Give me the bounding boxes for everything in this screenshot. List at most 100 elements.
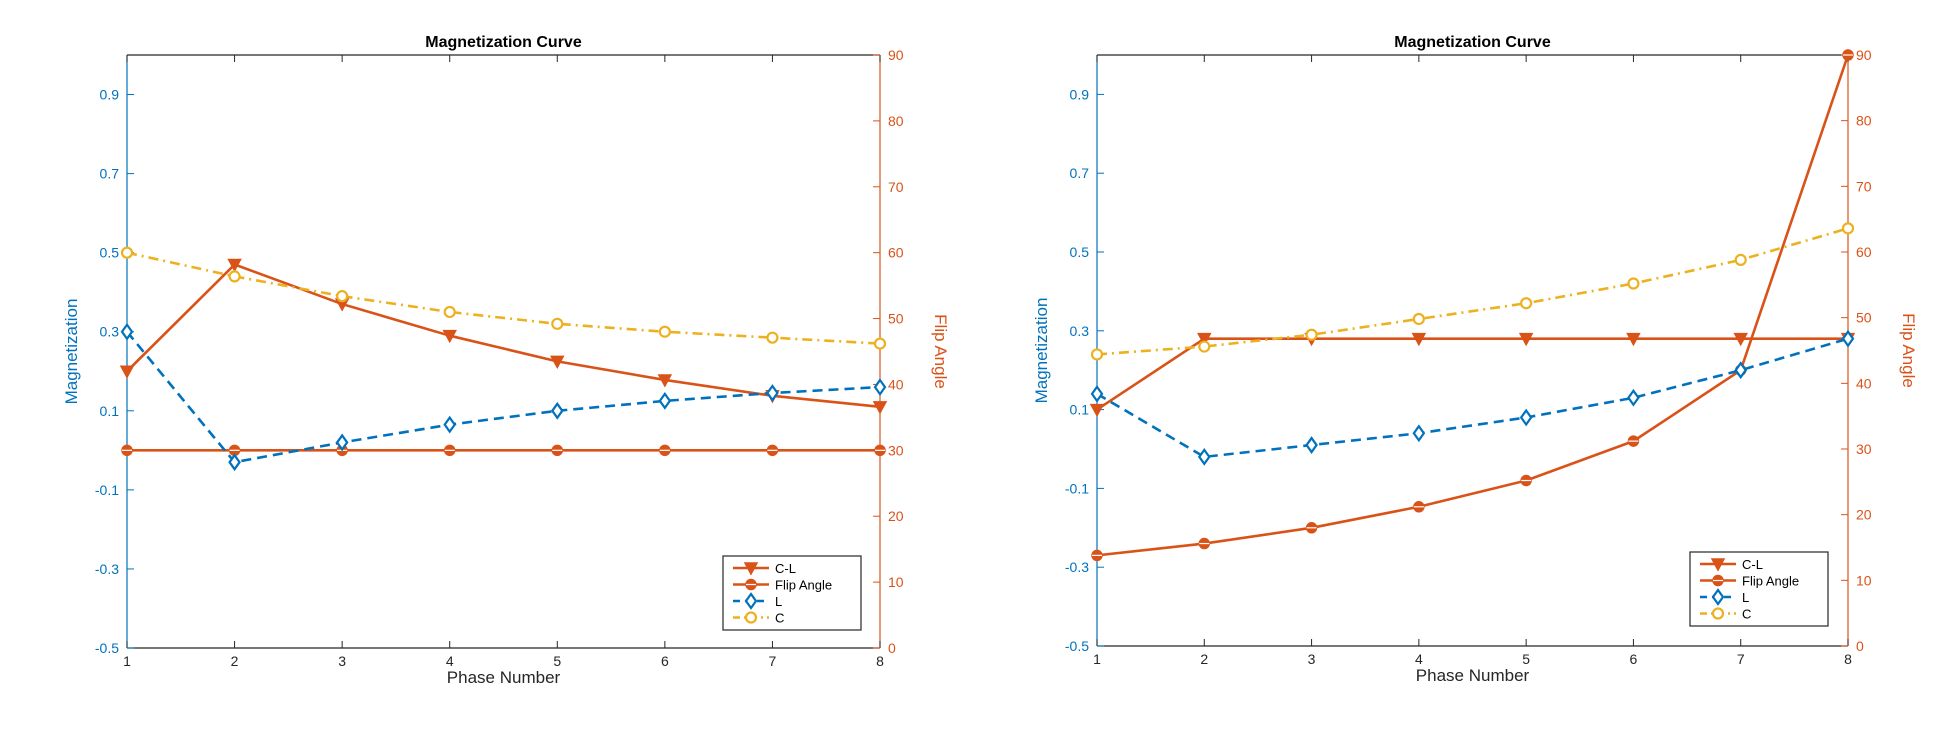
data-point bbox=[1305, 436, 1318, 454]
legend-marker bbox=[743, 562, 759, 576]
right-y-tick-label: 10 bbox=[1856, 572, 1872, 588]
x-tick-label: 6 bbox=[661, 653, 669, 669]
data-point bbox=[228, 453, 241, 472]
data-point bbox=[228, 270, 241, 283]
legend-label: C bbox=[1742, 607, 1751, 622]
data-point bbox=[872, 401, 888, 415]
data-point bbox=[1627, 277, 1640, 290]
x-tick-label: 5 bbox=[553, 653, 561, 669]
data-point bbox=[442, 329, 457, 344]
data-point bbox=[120, 322, 134, 341]
data-point bbox=[1734, 361, 1748, 380]
left-y-tick-label: 0.5 bbox=[100, 245, 120, 261]
data-point bbox=[550, 355, 565, 369]
data-point bbox=[550, 401, 564, 420]
x-tick-label: 4 bbox=[446, 653, 454, 669]
data-point bbox=[1090, 348, 1104, 361]
left-y-tick-label: -0.5 bbox=[95, 640, 119, 656]
right-y-tick-label: 0 bbox=[888, 640, 896, 656]
data-point bbox=[1518, 332, 1534, 347]
right-y-tick-label: 90 bbox=[888, 47, 904, 63]
left-y-axis-label: Magnetization bbox=[1032, 298, 1051, 404]
left-y-tick-label: 0.7 bbox=[100, 166, 120, 182]
right-y-tick-label: 50 bbox=[1856, 310, 1872, 326]
series-c bbox=[120, 246, 887, 350]
data-point bbox=[1089, 403, 1105, 418]
right-y-tick-label: 80 bbox=[1856, 113, 1872, 129]
right-y-tick-label: 50 bbox=[888, 311, 904, 327]
data-point bbox=[1520, 297, 1533, 310]
data-point bbox=[766, 331, 779, 344]
series-l bbox=[1090, 329, 1855, 466]
left-y-tick-label: 0.9 bbox=[1070, 86, 1090, 102]
left-y-tick-label: -0.3 bbox=[95, 561, 119, 577]
legend-label: Flip Angle bbox=[1742, 574, 1799, 589]
data-point bbox=[1197, 447, 1211, 466]
legend-label: C bbox=[775, 611, 784, 626]
right-y-tick-label: 10 bbox=[888, 574, 904, 590]
x-tick-label: 3 bbox=[338, 653, 346, 669]
data-point bbox=[1412, 312, 1425, 326]
data-point bbox=[1841, 329, 1855, 348]
legend-label: L bbox=[775, 594, 782, 609]
left-y-tick-label: 0.3 bbox=[100, 324, 120, 340]
legend-label: C-L bbox=[1742, 557, 1763, 572]
data-point bbox=[1734, 253, 1747, 266]
data-point bbox=[1197, 332, 1212, 347]
x-tick-label: 5 bbox=[1522, 651, 1530, 667]
series-line bbox=[1096, 337, 1849, 459]
data-point bbox=[1627, 388, 1640, 407]
legend-label: L bbox=[1742, 590, 1749, 605]
right-y-tick-label: 0 bbox=[1856, 638, 1864, 654]
legend-label: Flip Angle bbox=[775, 578, 832, 593]
data-point bbox=[1090, 384, 1104, 403]
data-point bbox=[1305, 328, 1318, 341]
x-tick-label: 7 bbox=[1737, 651, 1745, 667]
legend-marker bbox=[1711, 588, 1725, 606]
data-point bbox=[658, 392, 672, 410]
x-tick-label: 3 bbox=[1308, 651, 1316, 667]
left-y-tick-label: -0.5 bbox=[1065, 638, 1089, 654]
data-point bbox=[1519, 408, 1533, 427]
data-point bbox=[1198, 340, 1211, 353]
series-line bbox=[1096, 54, 1850, 557]
left-y-tick-label: 0.1 bbox=[1070, 402, 1090, 418]
x-tick-label: 1 bbox=[123, 653, 131, 669]
right-y-tick-label: 40 bbox=[1856, 375, 1872, 391]
right-y-tick-label: 90 bbox=[1856, 47, 1872, 63]
left-y-tick-label: 0.9 bbox=[100, 87, 120, 103]
series-line bbox=[1096, 227, 1849, 356]
data-point bbox=[873, 378, 887, 396]
data-point bbox=[227, 258, 242, 273]
chart-title: Magnetization Curve bbox=[1394, 34, 1551, 51]
right-y-tick-label: 70 bbox=[1856, 178, 1872, 194]
x-tick-label: 4 bbox=[1415, 651, 1423, 667]
legend-marker bbox=[1710, 558, 1726, 572]
x-tick-label: 2 bbox=[231, 653, 239, 669]
x-tick-label: 2 bbox=[1200, 651, 1208, 667]
chart-title: Magnetization Curve bbox=[425, 34, 582, 51]
chart-1: Magnetization Curve 1 2 3 4 5 6 7 8 Phase Number -… bbox=[62, 34, 950, 687]
data-point bbox=[658, 325, 671, 338]
right-y-tick-label: 30 bbox=[1856, 441, 1872, 457]
left-y-tick-label: -0.1 bbox=[95, 482, 119, 498]
legend-marker bbox=[744, 592, 758, 610]
x-tick-label: 8 bbox=[876, 653, 884, 669]
x-tick-label: 8 bbox=[1844, 651, 1852, 667]
data-point bbox=[443, 415, 457, 434]
legend-label: C-L bbox=[775, 561, 796, 576]
data-point bbox=[336, 290, 349, 303]
data-point bbox=[443, 305, 456, 319]
series-line bbox=[125, 330, 881, 464]
right-y-tick-label: 20 bbox=[1856, 507, 1872, 523]
left-y-tick-label: 0.1 bbox=[100, 403, 120, 419]
right-y-tick-label: 20 bbox=[888, 508, 904, 524]
series-l bbox=[120, 322, 887, 472]
x-tick-label: 6 bbox=[1630, 651, 1638, 667]
right-y-tick-label: 80 bbox=[888, 113, 904, 129]
right-y-axis-label: Flip Angle bbox=[931, 314, 950, 389]
data-point bbox=[1626, 332, 1641, 347]
data-point bbox=[873, 337, 887, 350]
